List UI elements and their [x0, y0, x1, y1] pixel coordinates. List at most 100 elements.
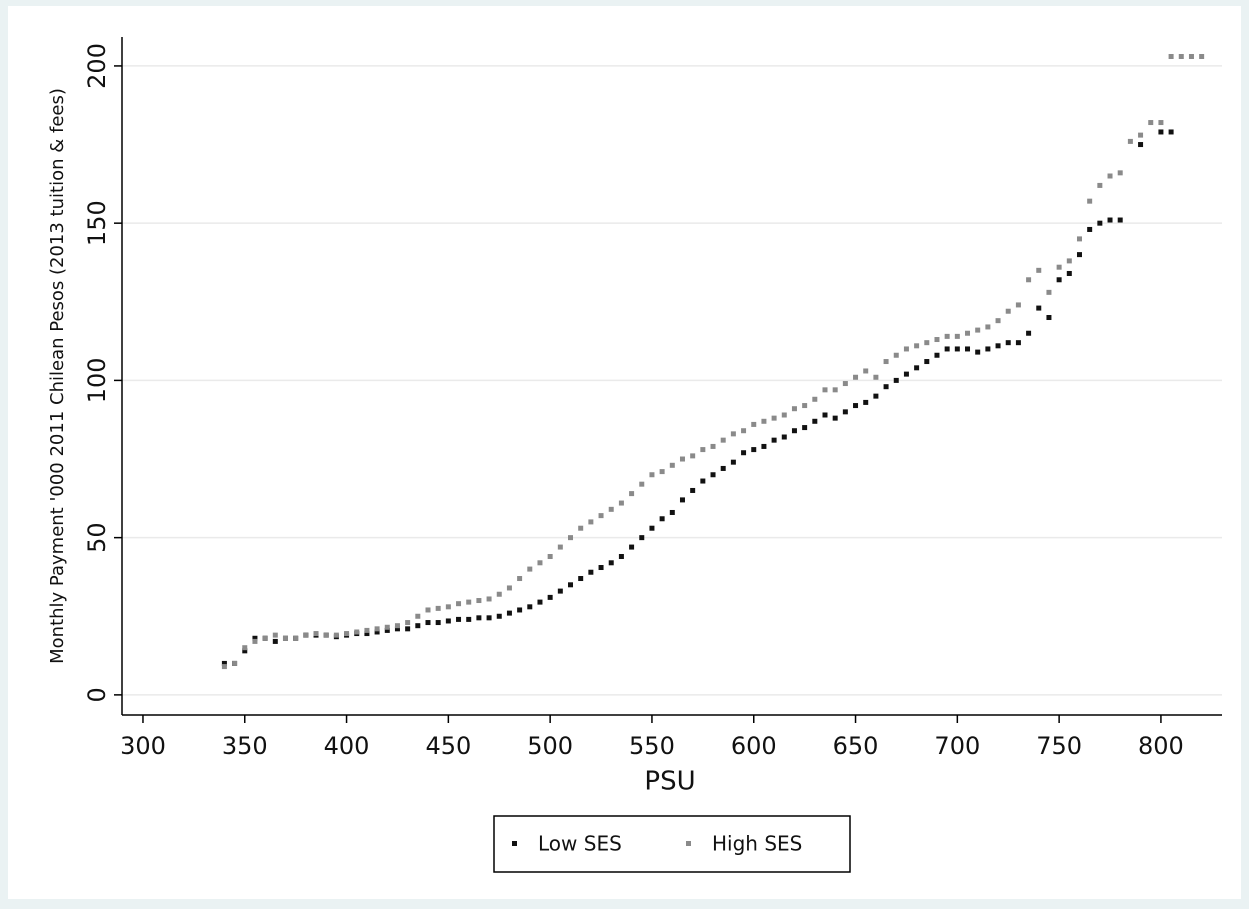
point — [1046, 289, 1052, 295]
point — [812, 418, 818, 424]
point — [985, 324, 991, 330]
point — [578, 525, 584, 531]
point — [730, 459, 736, 465]
point — [639, 535, 645, 541]
chart-background — [8, 6, 1241, 899]
point — [832, 415, 838, 421]
x-tick-label: 550 — [629, 732, 675, 760]
point — [639, 481, 645, 487]
point — [1056, 264, 1062, 270]
point — [842, 381, 848, 387]
x-tick-label: 750 — [1036, 732, 1082, 760]
point — [466, 616, 472, 622]
point — [883, 384, 889, 390]
point — [588, 519, 594, 525]
point — [1178, 53, 1184, 59]
y-tick-label: 0 — [83, 687, 111, 702]
point — [873, 374, 879, 380]
point — [791, 406, 797, 412]
point — [1168, 129, 1174, 135]
point — [1076, 252, 1082, 258]
point — [669, 509, 675, 515]
point — [1076, 236, 1082, 242]
point — [1117, 170, 1123, 176]
point — [853, 403, 859, 409]
point — [751, 447, 757, 453]
point — [720, 465, 726, 471]
y-tick-label: 50 — [83, 522, 111, 553]
y-tick-label: 200 — [83, 43, 111, 89]
point — [710, 472, 716, 478]
point — [557, 588, 563, 594]
point — [394, 623, 400, 629]
point — [466, 599, 472, 605]
point — [557, 544, 563, 550]
point — [1046, 315, 1052, 321]
point — [954, 333, 960, 339]
point — [1097, 220, 1103, 226]
point — [995, 318, 1001, 324]
x-tick-label: 500 — [527, 732, 573, 760]
point — [425, 607, 431, 613]
point — [873, 393, 879, 399]
point — [282, 635, 288, 641]
point — [914, 365, 920, 371]
point — [679, 456, 685, 462]
point — [496, 591, 502, 597]
point — [252, 635, 258, 641]
point — [944, 333, 950, 339]
point — [1158, 129, 1164, 135]
point — [1168, 53, 1174, 59]
x-tick-label: 700 — [934, 732, 980, 760]
point — [445, 604, 451, 610]
point — [506, 585, 512, 591]
legend: Low SES High SES — [493, 815, 851, 873]
point — [405, 626, 411, 632]
point — [1036, 267, 1042, 273]
point — [374, 626, 380, 632]
point — [903, 346, 909, 352]
point — [761, 443, 767, 449]
point — [1199, 53, 1205, 59]
point — [690, 487, 696, 493]
point — [751, 421, 757, 427]
point — [415, 613, 421, 619]
point — [791, 428, 797, 434]
point — [914, 343, 920, 349]
point — [1005, 340, 1011, 346]
point — [568, 582, 574, 588]
point — [924, 340, 930, 346]
point — [669, 462, 675, 468]
x-tick-label: 650 — [833, 732, 879, 760]
point — [374, 629, 380, 635]
point — [445, 618, 451, 624]
point — [679, 497, 685, 503]
point — [1036, 305, 1042, 311]
point — [700, 478, 706, 484]
legend-marker — [686, 841, 691, 846]
point — [517, 576, 523, 582]
point — [415, 623, 421, 629]
point — [1107, 173, 1113, 179]
point — [720, 437, 726, 443]
point — [333, 632, 339, 638]
legend-label: Low SES — [538, 832, 622, 856]
point — [771, 415, 777, 421]
point — [741, 450, 747, 456]
point — [618, 554, 624, 560]
point — [608, 560, 614, 566]
x-tick-label: 300 — [120, 732, 166, 760]
point — [425, 620, 431, 626]
point — [659, 469, 665, 475]
point — [293, 635, 299, 641]
point — [221, 664, 227, 670]
point — [486, 596, 492, 602]
x-axis-title: PSU — [644, 767, 695, 797]
point — [975, 327, 981, 333]
point — [924, 359, 930, 365]
point — [435, 605, 441, 611]
point — [384, 627, 390, 633]
point — [863, 399, 869, 405]
